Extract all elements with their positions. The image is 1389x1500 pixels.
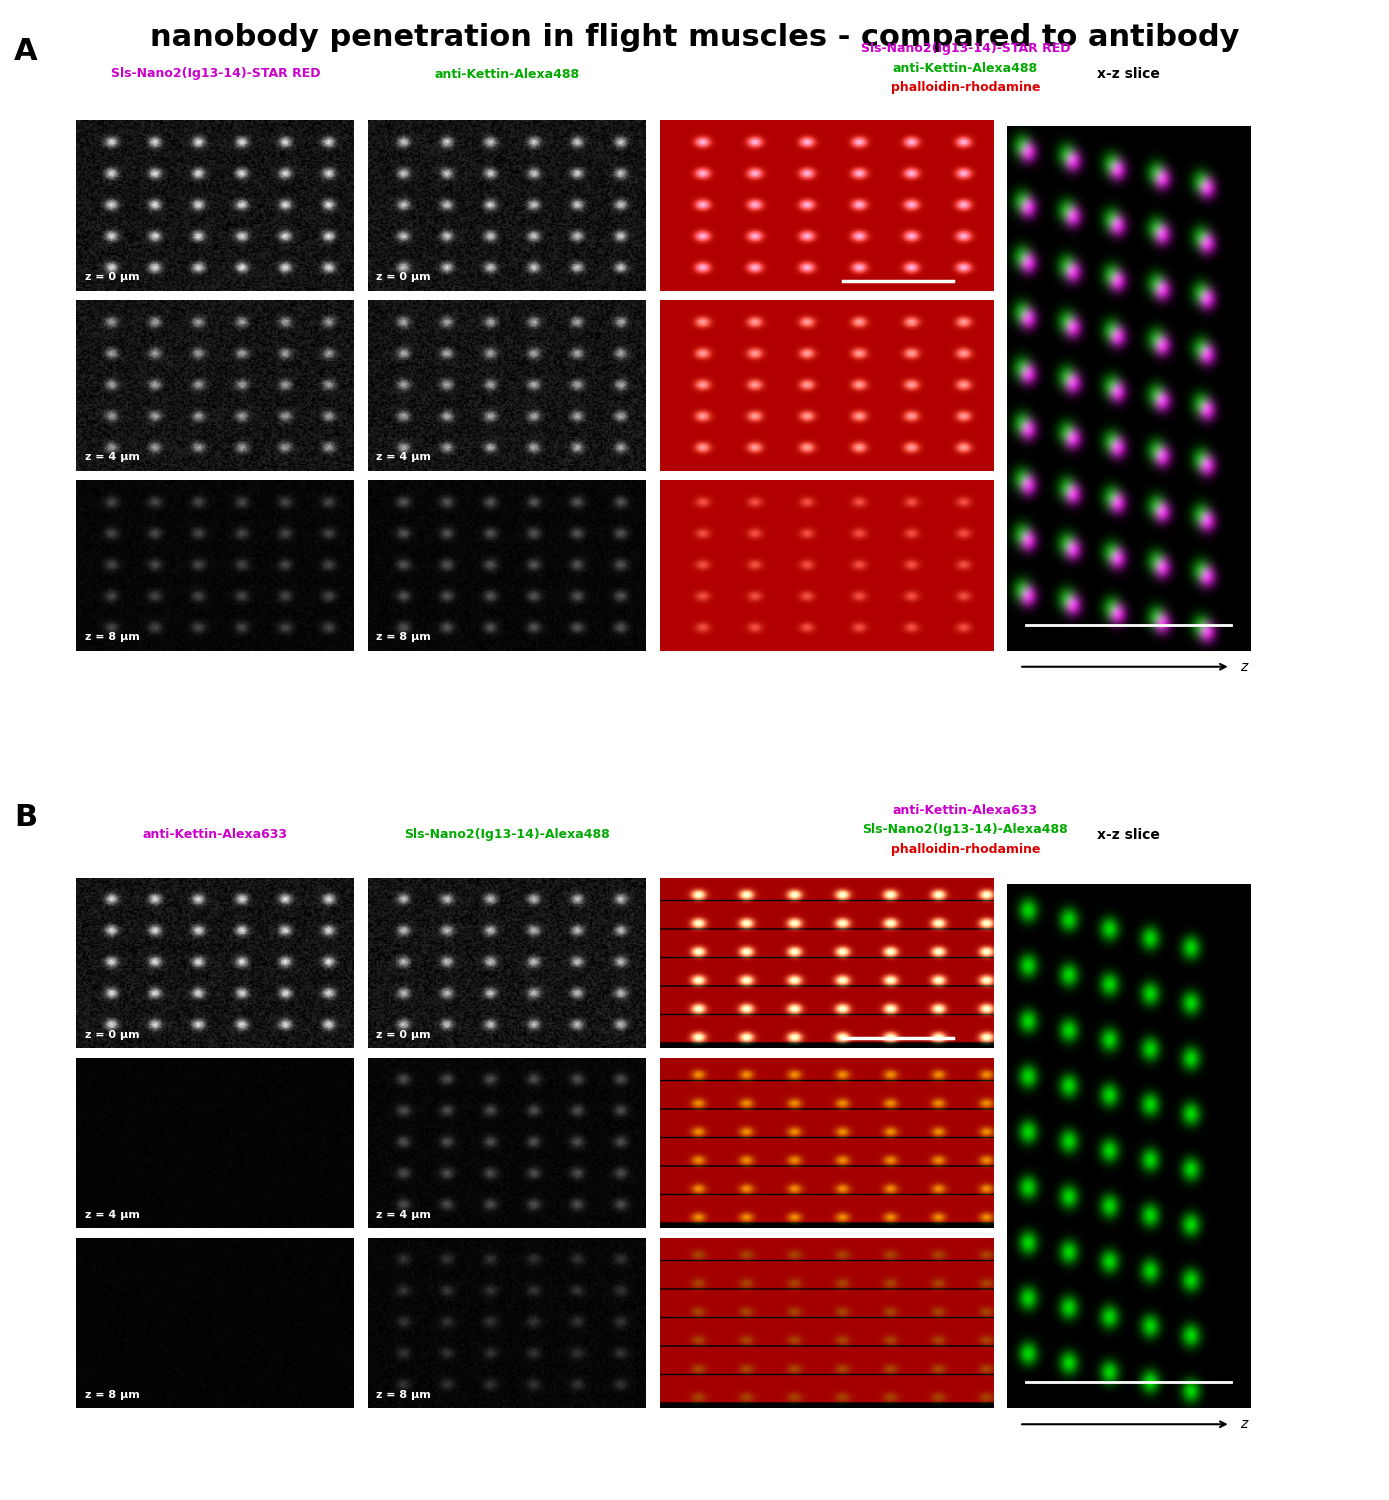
Text: phalloidin-rhodamine: phalloidin-rhodamine xyxy=(890,843,1040,856)
Text: z = 4 μm: z = 4 μm xyxy=(85,453,140,462)
Text: z = 0 μm: z = 0 μm xyxy=(376,273,431,282)
Text: z = 8 μm: z = 8 μm xyxy=(376,1390,431,1400)
Text: z = 0 μm: z = 0 μm xyxy=(85,273,139,282)
Text: x-z slice: x-z slice xyxy=(1097,68,1160,81)
Text: B: B xyxy=(14,802,38,831)
Text: z = 4 μm: z = 4 μm xyxy=(85,1210,140,1219)
Text: z: z xyxy=(1240,660,1247,674)
Text: A: A xyxy=(14,38,38,66)
Text: z = 0 μm: z = 0 μm xyxy=(376,1030,431,1039)
Text: anti-Kettin-Alexa633: anti-Kettin-Alexa633 xyxy=(143,828,288,842)
Text: phalloidin-rhodamine: phalloidin-rhodamine xyxy=(890,81,1040,94)
Text: anti-Kettin-Alexa633: anti-Kettin-Alexa633 xyxy=(893,804,1038,818)
Text: x-z slice: x-z slice xyxy=(1097,828,1160,842)
Text: z: z xyxy=(1240,1418,1247,1431)
Text: Sls-Nano2(Ig13-14)-STAR RED: Sls-Nano2(Ig13-14)-STAR RED xyxy=(861,42,1070,56)
Text: z = 4 μm: z = 4 μm xyxy=(376,453,432,462)
Text: anti-Kettin-Alexa488: anti-Kettin-Alexa488 xyxy=(435,68,579,81)
Text: z = 8 μm: z = 8 μm xyxy=(376,633,431,642)
Text: anti-Kettin-Alexa488: anti-Kettin-Alexa488 xyxy=(893,62,1038,75)
Text: z = 8 μm: z = 8 μm xyxy=(85,633,139,642)
Text: Sls-Nano2(Ig13-14)-Alexa488: Sls-Nano2(Ig13-14)-Alexa488 xyxy=(863,824,1068,837)
Text: nanobody penetration in flight muscles - compared to antibody: nanobody penetration in flight muscles -… xyxy=(150,22,1239,51)
Text: z = 8 μm: z = 8 μm xyxy=(85,1390,139,1400)
Text: z = 4 μm: z = 4 μm xyxy=(376,1210,432,1219)
Text: Sls-Nano2(Ig13-14)-STAR RED: Sls-Nano2(Ig13-14)-STAR RED xyxy=(111,68,319,81)
Text: z = 0 μm: z = 0 μm xyxy=(85,1030,139,1039)
Text: Sls-Nano2(Ig13-14)-Alexa488: Sls-Nano2(Ig13-14)-Alexa488 xyxy=(404,828,610,842)
